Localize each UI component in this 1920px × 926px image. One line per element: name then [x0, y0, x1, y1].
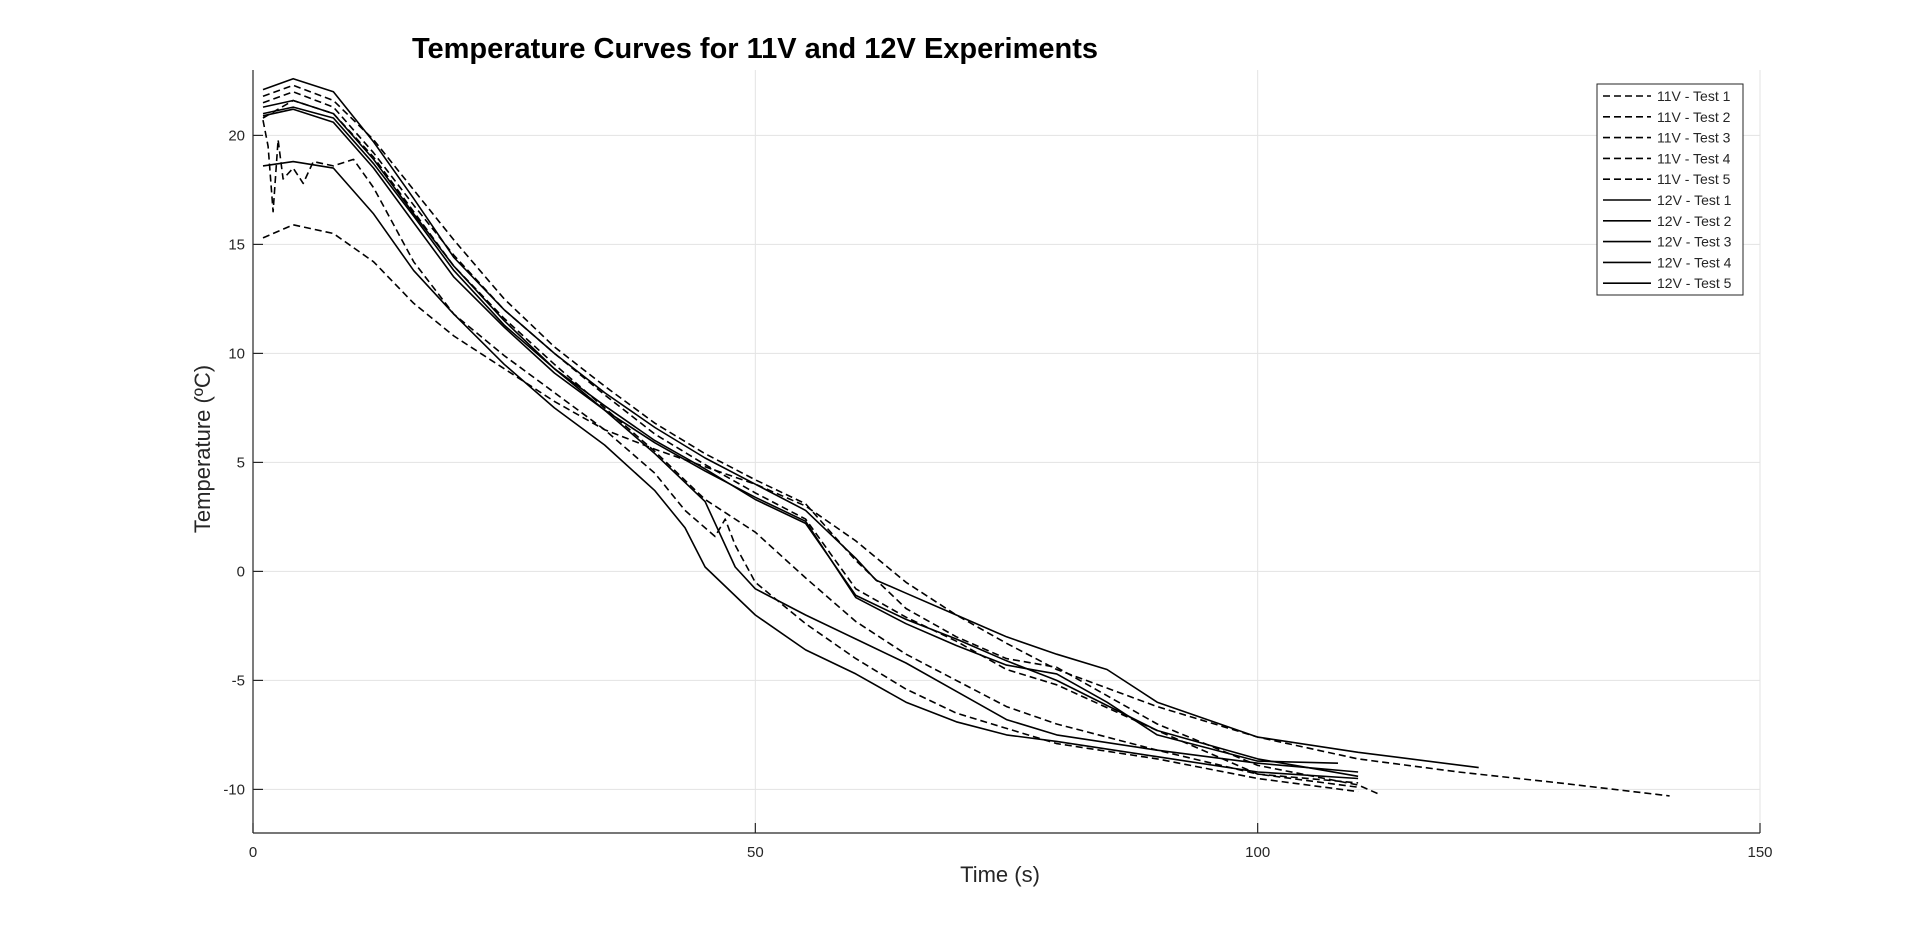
series-line-10	[262, 108, 1339, 764]
series-line-4	[262, 99, 1359, 784]
series-line-2	[262, 91, 1359, 788]
legend-label-4: 11V - Test 4	[1657, 150, 1731, 166]
y-tick-label-1: -5	[232, 672, 245, 689]
legend-label-8: 12V - Test 3	[1657, 234, 1732, 250]
series-line-9	[262, 77, 1479, 769]
x-axis-label: Time (s)	[960, 862, 1040, 887]
legend-label-10: 12V - Test 5	[1657, 275, 1732, 291]
axes	[252, 70, 1761, 834]
legend-label-3: 11V - Test 3	[1657, 130, 1731, 146]
y-tick-label-0: -10	[223, 781, 245, 798]
y-tick-label-6: 20	[228, 127, 245, 144]
legend-label-6: 12V - Test 1	[1657, 192, 1732, 208]
y-tick-label-2: 0	[237, 563, 245, 580]
legend-label-5: 11V - Test 5	[1657, 171, 1731, 187]
chart-title: Temperature Curves for 11V and 12V Exper…	[412, 33, 1098, 65]
legend-box	[1596, 83, 1744, 296]
series-line-7	[262, 106, 1359, 778]
y-tick-label-4: 10	[228, 345, 245, 362]
x-tick-label-1: 50	[747, 844, 764, 861]
series-line-1	[262, 224, 1670, 797]
legend: 11V - Test 1 11V - Test 2 11V - Test 3 11V …	[1596, 83, 1744, 296]
x-tick-label-0: 0	[249, 844, 257, 861]
series-line-8	[262, 99, 1359, 773]
y-tick-label-3: 5	[237, 454, 245, 471]
legend-label-1: 11V - Test 1	[1657, 88, 1731, 104]
grid	[252, 70, 1761, 833]
legend-label-7: 12V - Test 2	[1657, 213, 1732, 229]
tick-labels: 0 50 100 150 -10 -5 0 5 10 15 20	[223, 127, 1772, 861]
series-line-5	[262, 119, 1359, 793]
x-tick-label-2: 100	[1245, 844, 1270, 861]
series-line-6	[262, 160, 1359, 780]
legend-label-2: 11V - Test 2	[1657, 109, 1731, 125]
legend-label-9: 12V - Test 4	[1657, 254, 1732, 270]
series-line-3	[262, 84, 1379, 795]
x-tick-label-3: 150	[1747, 844, 1772, 861]
y-axis-label: Temperature (ºC)	[190, 365, 215, 533]
y-tick-label-5: 15	[228, 236, 245, 253]
series-lines	[262, 77, 1670, 797]
